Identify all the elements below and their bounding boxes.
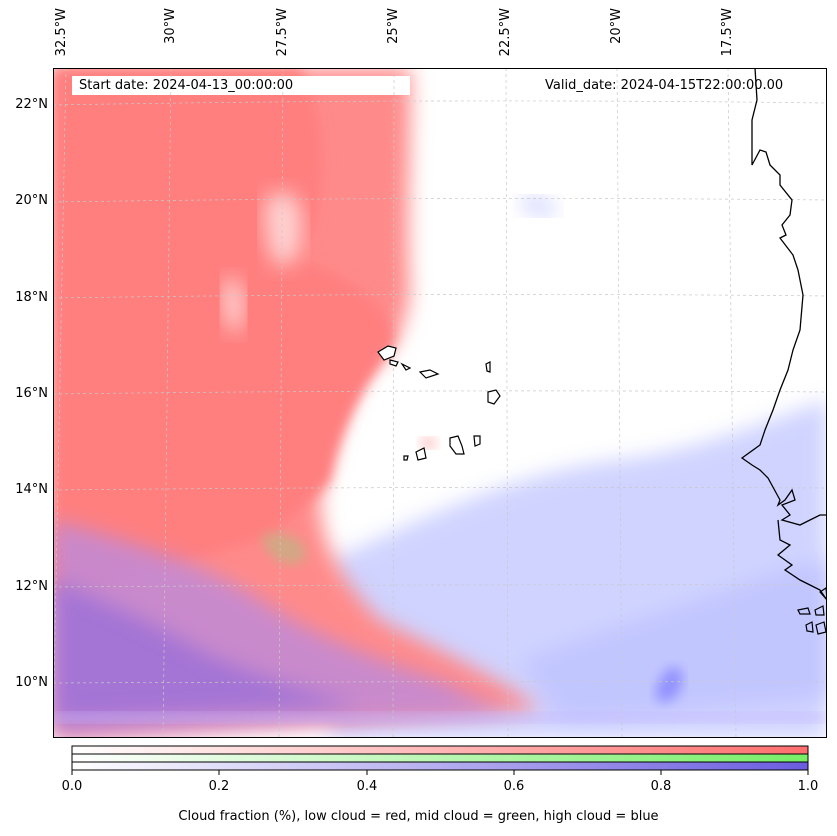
colorbar-tick-0-0: 0.0: [61, 779, 83, 794]
guinea-coastline: [776, 519, 827, 601]
lat-label-14n: 14°N: [15, 482, 48, 497]
mid-cloud-patch: [262, 532, 306, 564]
lat-label-16n: 16°N: [15, 386, 48, 401]
colorbar-mid-cloud: [72, 754, 808, 762]
colorbar-tick-0-8: 0.8: [650, 779, 672, 794]
cape-verde-islands: [377, 345, 501, 461]
colorbar: [71, 745, 809, 775]
start-date-box: [72, 76, 410, 95]
lat-label-18n: 18°N: [15, 290, 48, 305]
lat-label-12n: 12°N: [15, 579, 48, 594]
lat-label-22n: 22°N: [15, 97, 48, 112]
colorbar-tick-1-0: 1.0: [797, 779, 819, 794]
lat-label-20n: 20°N: [15, 193, 48, 208]
colorbar-high-cloud: [72, 762, 808, 770]
valid-date-box: [540, 76, 802, 95]
colorbar-tick-0-2: 0.2: [208, 779, 230, 794]
start-date-label: Start date: 2024-04-13_00:00:00: [79, 78, 294, 93]
valid-date-label: Valid_date: 2024-04-15T22:00:00.00: [545, 78, 784, 93]
map-frame: [53, 68, 827, 738]
high-cloud-layer: [330, 197, 827, 738]
lon-label-32-5w: 32.5°W: [54, 8, 69, 57]
lon-label-30w: 30°W: [163, 8, 178, 44]
lat-label-10n: 10°N: [15, 675, 48, 690]
lon-label-22-5w: 22.5°W: [498, 8, 513, 57]
africa-coastline: [740, 68, 827, 526]
graticule: [53, 68, 827, 738]
lon-label-27-5w: 27.5°W: [275, 8, 290, 57]
colorbar-low-cloud: [72, 746, 808, 754]
colorbar-tick-0-4: 0.4: [356, 779, 378, 794]
colorbar-tick-0-6: 0.6: [503, 779, 525, 794]
mixed-cloud-layer: [53, 520, 827, 738]
lon-label-17-5w: 17.5°W: [720, 8, 735, 57]
cloud-field: [53, 68, 827, 738]
colorbar-caption: Cloud fraction (%), low cloud = red, mid…: [178, 809, 659, 824]
lon-label-25w: 25°W: [386, 8, 401, 44]
lon-label-20w: 20°W: [609, 8, 624, 44]
